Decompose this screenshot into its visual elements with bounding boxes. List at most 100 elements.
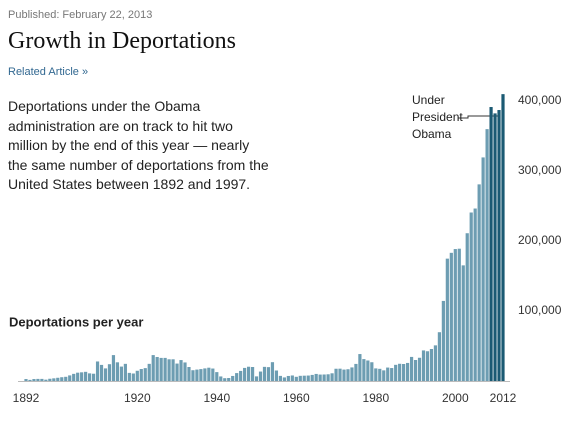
bar [286, 375, 290, 381]
bar [274, 370, 279, 381]
bar [370, 362, 374, 381]
bar [425, 351, 430, 381]
bar [262, 366, 267, 381]
bar [203, 368, 207, 381]
bar [473, 208, 477, 381]
bar [318, 374, 322, 381]
bar [306, 375, 310, 381]
bar [322, 374, 326, 381]
y-tick-label: 300,000 [518, 163, 562, 177]
bar [294, 376, 298, 381]
bar [406, 362, 410, 381]
bar [437, 332, 441, 381]
bar [250, 367, 255, 381]
bar [175, 363, 179, 381]
bar [103, 368, 108, 381]
bar [461, 265, 465, 381]
x-tick-label: 1960 [283, 391, 310, 405]
bar [390, 368, 394, 381]
bar [223, 378, 227, 381]
bar [354, 363, 358, 381]
bar [421, 350, 426, 381]
bar [346, 369, 350, 381]
bar [394, 364, 398, 381]
bar [362, 359, 366, 381]
bar [326, 374, 330, 381]
bar [119, 366, 123, 381]
bar [298, 375, 302, 381]
bar [469, 212, 473, 381]
bar [314, 373, 318, 381]
bar [266, 367, 271, 381]
bar [32, 379, 36, 381]
annotation: Under [412, 93, 445, 107]
description-line: United States between 1892 and 1997. [8, 176, 251, 192]
description-line: million by the end of this year — nearly [8, 137, 250, 153]
bar [36, 378, 40, 381]
bar [302, 375, 306, 381]
annotation-bracket [458, 115, 500, 119]
description-line: the same number of deportations from the [8, 156, 269, 173]
bar [123, 363, 127, 381]
bar [457, 248, 461, 381]
bar [270, 362, 275, 381]
bar [413, 360, 418, 381]
bar [52, 378, 56, 381]
bar [310, 374, 314, 381]
bar [477, 184, 481, 381]
bar [465, 233, 469, 381]
bar [28, 379, 32, 381]
bar [135, 370, 139, 381]
bar [64, 376, 68, 381]
bar [88, 373, 92, 381]
bar [159, 357, 163, 381]
bar [56, 377, 60, 381]
bar [433, 345, 438, 381]
bar [40, 378, 44, 381]
bar [366, 360, 370, 381]
bar [111, 355, 116, 381]
y-tick-label: 400,000 [518, 93, 562, 107]
bar [429, 349, 434, 381]
bar [453, 249, 457, 381]
bar [402, 363, 406, 381]
bar [195, 369, 199, 381]
bar [131, 373, 135, 381]
bar [258, 371, 263, 381]
bar [449, 252, 453, 381]
chart-title: Deportations per year [9, 314, 143, 329]
bar [107, 364, 112, 381]
bar [24, 379, 28, 381]
bar [187, 367, 191, 381]
bar [409, 356, 414, 381]
bar [127, 372, 131, 381]
bar [151, 355, 155, 381]
bar [378, 368, 382, 381]
annotation: President [412, 110, 463, 124]
bar [72, 373, 76, 381]
bar [374, 368, 378, 381]
bar [191, 370, 195, 381]
bar [155, 356, 159, 381]
description: Deportations under the Obama administrati… [8, 97, 269, 195]
bar [68, 375, 72, 381]
bar [485, 129, 489, 381]
bar [48, 378, 52, 381]
bar [147, 363, 151, 381]
bar [481, 157, 485, 381]
bar [231, 375, 235, 381]
bar [44, 379, 48, 381]
bar [76, 372, 80, 381]
bar [350, 367, 354, 381]
bar [91, 373, 96, 381]
bar [211, 368, 215, 381]
bar [382, 370, 386, 381]
bar [95, 361, 100, 381]
bar [358, 354, 362, 381]
bar [493, 113, 497, 381]
bar [254, 376, 259, 381]
y-tick-label: 200,000 [518, 233, 562, 247]
related-link[interactable]: Related Article » [8, 66, 89, 78]
